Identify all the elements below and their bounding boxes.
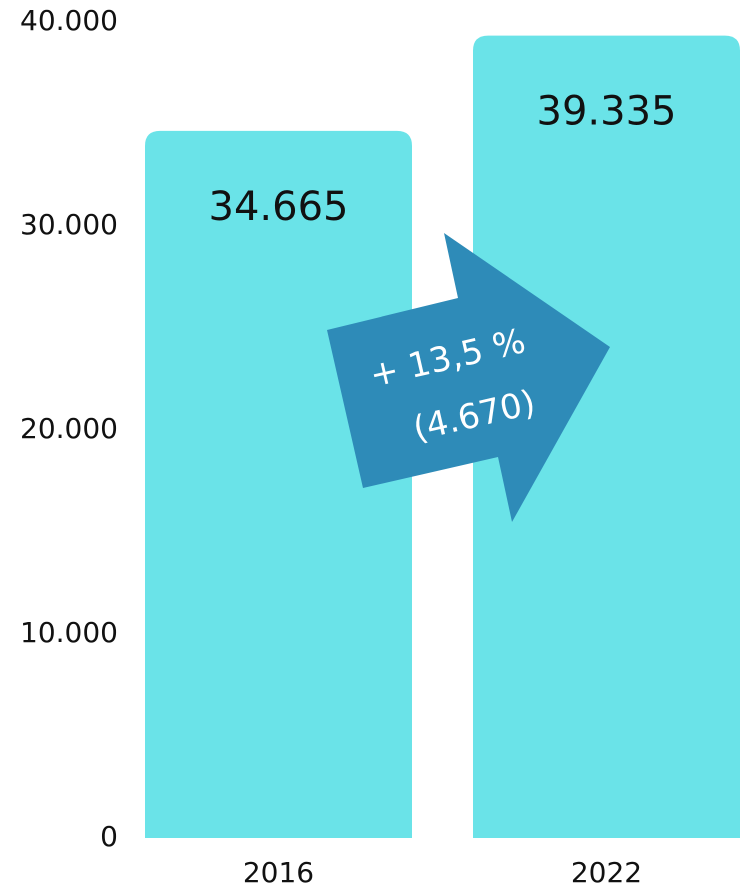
bar xyxy=(473,35,740,839)
y-tick-label: 40.000 xyxy=(20,4,118,37)
bars xyxy=(145,35,740,839)
change-arrow xyxy=(327,233,610,522)
y-tick-label: 20.000 xyxy=(20,412,118,445)
value-label: 39.335 xyxy=(537,89,677,135)
x-tick-label: 2022 xyxy=(571,856,642,889)
value-label: 34.665 xyxy=(209,184,349,230)
y-tick-label: 0 xyxy=(100,820,118,853)
bar xyxy=(145,130,412,839)
y-tick-label: 10.000 xyxy=(20,616,118,649)
y-tick-label: 30.000 xyxy=(20,208,118,241)
x-tick-label: 2016 xyxy=(243,856,314,889)
